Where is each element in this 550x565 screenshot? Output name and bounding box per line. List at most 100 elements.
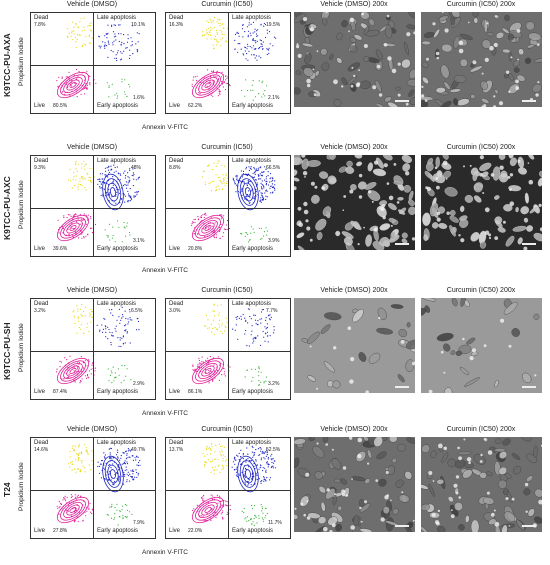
event-dot [118, 479, 120, 481]
contour-line [69, 368, 77, 374]
event-dot [126, 454, 128, 456]
event-dot [113, 24, 115, 26]
event-dot [259, 167, 261, 169]
event-dot [127, 448, 129, 450]
scatter-points [191, 17, 277, 101]
event-dot [88, 377, 90, 379]
event-dot [240, 89, 242, 92]
event-dot [218, 312, 220, 314]
event-dot [258, 515, 260, 517]
event-dot [224, 88, 227, 91]
event-dot [132, 25, 134, 27]
event-dot [124, 227, 126, 229]
event-dot [272, 179, 274, 181]
quadrant-value-dead: 9.3% [34, 165, 46, 171]
event-dot [252, 89, 254, 91]
event-dot [263, 185, 265, 188]
event-dot [89, 167, 91, 169]
event-dot [118, 308, 120, 310]
event-dot [115, 202, 117, 204]
event-dot [190, 224, 193, 226]
event-dot [77, 366, 79, 368]
event-dot [62, 499, 64, 501]
event-dot [253, 196, 255, 198]
contour-line [191, 71, 225, 99]
event-dot [196, 504, 198, 506]
contour-line [63, 362, 83, 380]
event-dot [99, 330, 101, 332]
event-dot [246, 53, 248, 55]
event-dot [80, 18, 82, 20]
event-dot [252, 446, 254, 449]
event-dot [265, 227, 267, 229]
event-dot [124, 504, 126, 506]
event-dot [252, 32, 254, 34]
event-dot [94, 223, 97, 226]
event-dot [134, 457, 136, 459]
event-dot [108, 86, 110, 89]
quadrant-label-dead: Dead [169, 440, 184, 446]
event-dot [250, 334, 252, 336]
event-dot [245, 517, 247, 519]
event-dot [229, 85, 231, 87]
event-dot [201, 361, 203, 363]
event-dot [268, 47, 270, 49]
event-dot [221, 31, 223, 33]
event-dot [90, 469, 92, 471]
quadrant-value-live: 87.4% [53, 389, 68, 395]
event-dot [234, 459, 236, 461]
event-dot [82, 219, 84, 221]
quadrant-gate-horizontal [31, 208, 155, 209]
event-dot [123, 194, 125, 196]
event-dot [124, 365, 126, 367]
event-dot [99, 173, 101, 175]
event-dot [209, 80, 211, 82]
event-dot [212, 71, 214, 73]
event-dot [135, 179, 137, 181]
event-dot [81, 237, 83, 239]
event-dot [254, 173, 256, 175]
event-dot [68, 32, 70, 34]
event-dot [117, 368, 119, 370]
event-dot [247, 233, 249, 236]
event-dot [103, 467, 105, 469]
event-dot [119, 516, 121, 518]
event-dot [85, 235, 87, 237]
event-dot [233, 180, 235, 182]
event-dot [106, 235, 108, 237]
event-dot [262, 518, 264, 520]
quadrant-value-live: 86.1% [188, 389, 203, 395]
contour-line [204, 82, 212, 88]
event-dot [130, 475, 132, 477]
event-dot [126, 509, 129, 511]
event-dot [269, 185, 271, 187]
event-dot [258, 371, 260, 373]
event-dot [81, 233, 83, 235]
event-dot [261, 195, 263, 197]
event-dot [69, 168, 71, 170]
event-dot [83, 26, 85, 28]
event-dot [236, 318, 238, 320]
event-dot [237, 455, 239, 457]
event-dot [246, 516, 249, 518]
event-dot [206, 20, 208, 22]
event-dot [134, 195, 136, 197]
event-dot [80, 324, 82, 326]
event-dot [211, 446, 213, 448]
event-dot [125, 458, 127, 460]
event-dot [109, 447, 111, 449]
event-dot [121, 317, 123, 319]
event-dot [271, 459, 273, 461]
event-dot [223, 373, 225, 375]
event-dot [266, 85, 268, 87]
event-dot [217, 162, 219, 164]
event-dot [111, 25, 113, 27]
quadrant-value-early: 1.6% [133, 95, 145, 101]
event-dot [121, 509, 123, 511]
event-dot [253, 314, 255, 316]
event-dot [225, 79, 227, 81]
event-dot [70, 180, 72, 182]
event-dot [107, 24, 109, 26]
event-dot [127, 176, 129, 178]
contour-line [242, 464, 254, 484]
